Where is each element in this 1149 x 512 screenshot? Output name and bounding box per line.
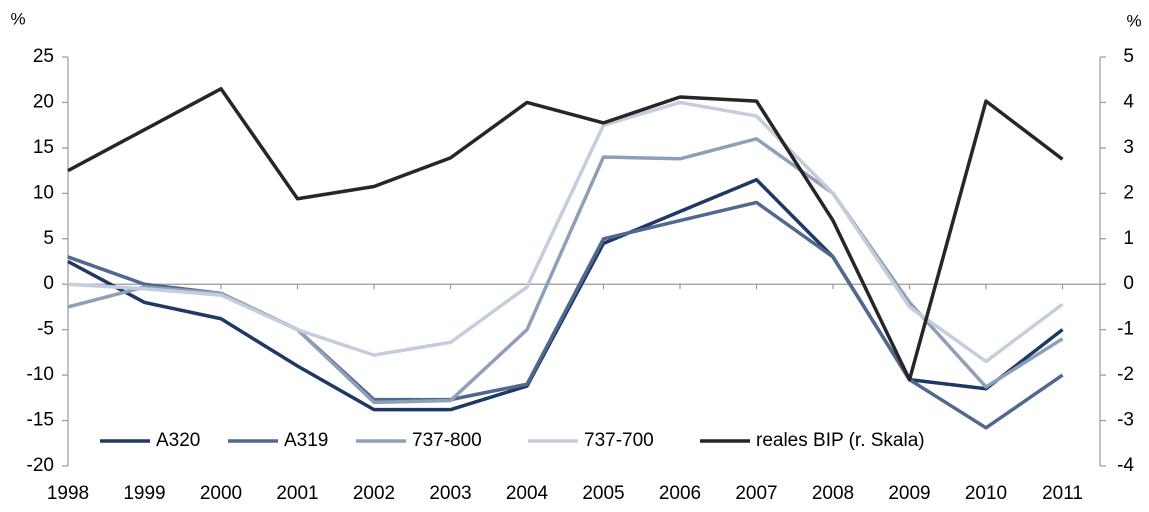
x-tick-label: 2004 xyxy=(506,483,549,504)
y2-tick-label: -1 xyxy=(1117,319,1134,340)
x-tick-label: 2009 xyxy=(888,483,930,504)
y2-tick-label: -2 xyxy=(1117,364,1134,385)
y-unit: % xyxy=(10,9,25,28)
y2-tick-label: -4 xyxy=(1117,455,1134,476)
y-tick-label: 5 xyxy=(43,228,54,249)
y2-tick-label: 5 xyxy=(1123,46,1134,67)
y-tick-label: 0 xyxy=(43,273,54,294)
x-tick-label: 2010 xyxy=(965,483,1007,504)
x-tick-label: 2002 xyxy=(353,483,395,504)
x-tick-label: 2005 xyxy=(582,483,624,504)
legend-label: 737-800 xyxy=(412,430,482,451)
legend-label: A320 xyxy=(156,430,200,451)
y2-tick-label: 2 xyxy=(1123,182,1134,203)
legend-label: A319 xyxy=(284,430,328,451)
legend-label: 737-700 xyxy=(584,430,654,451)
y-tick-label: -20 xyxy=(27,455,54,476)
line-series xyxy=(67,200,1064,430)
y2-unit: % xyxy=(1126,11,1141,30)
y-tick-label: 25 xyxy=(33,46,54,67)
legend-label: reales BIP (r. Skala) xyxy=(756,430,925,451)
y2-tick-label: 1 xyxy=(1123,228,1134,249)
y2-tick-label: 0 xyxy=(1123,273,1134,294)
y-tick-label: 15 xyxy=(33,137,54,158)
x-tick-label: 2007 xyxy=(735,483,777,504)
y-tick-label: 10 xyxy=(33,182,54,203)
x-tick-label: 2000 xyxy=(200,483,242,504)
x-tick-label: 2003 xyxy=(429,483,471,504)
x-tick-label: 2011 xyxy=(1042,483,1083,504)
y-tick-label: -10 xyxy=(27,364,54,385)
y2-tick-label: 4 xyxy=(1123,91,1134,112)
y2-tick-label: -3 xyxy=(1117,410,1134,431)
y-tick-label: -15 xyxy=(27,410,54,431)
y-tick-label: 20 xyxy=(33,91,54,112)
x-tick-label: 2006 xyxy=(659,483,701,504)
line-series xyxy=(67,100,1064,364)
x-tick-label: 1998 xyxy=(47,483,89,504)
y2-tick-label: 3 xyxy=(1123,137,1134,158)
x-tick-label: 2001 xyxy=(276,483,318,504)
x-tick-label: 1999 xyxy=(123,483,165,504)
x-tick-label: 2008 xyxy=(812,483,854,504)
y-tick-label: -5 xyxy=(37,319,54,340)
line-series xyxy=(67,87,1064,382)
